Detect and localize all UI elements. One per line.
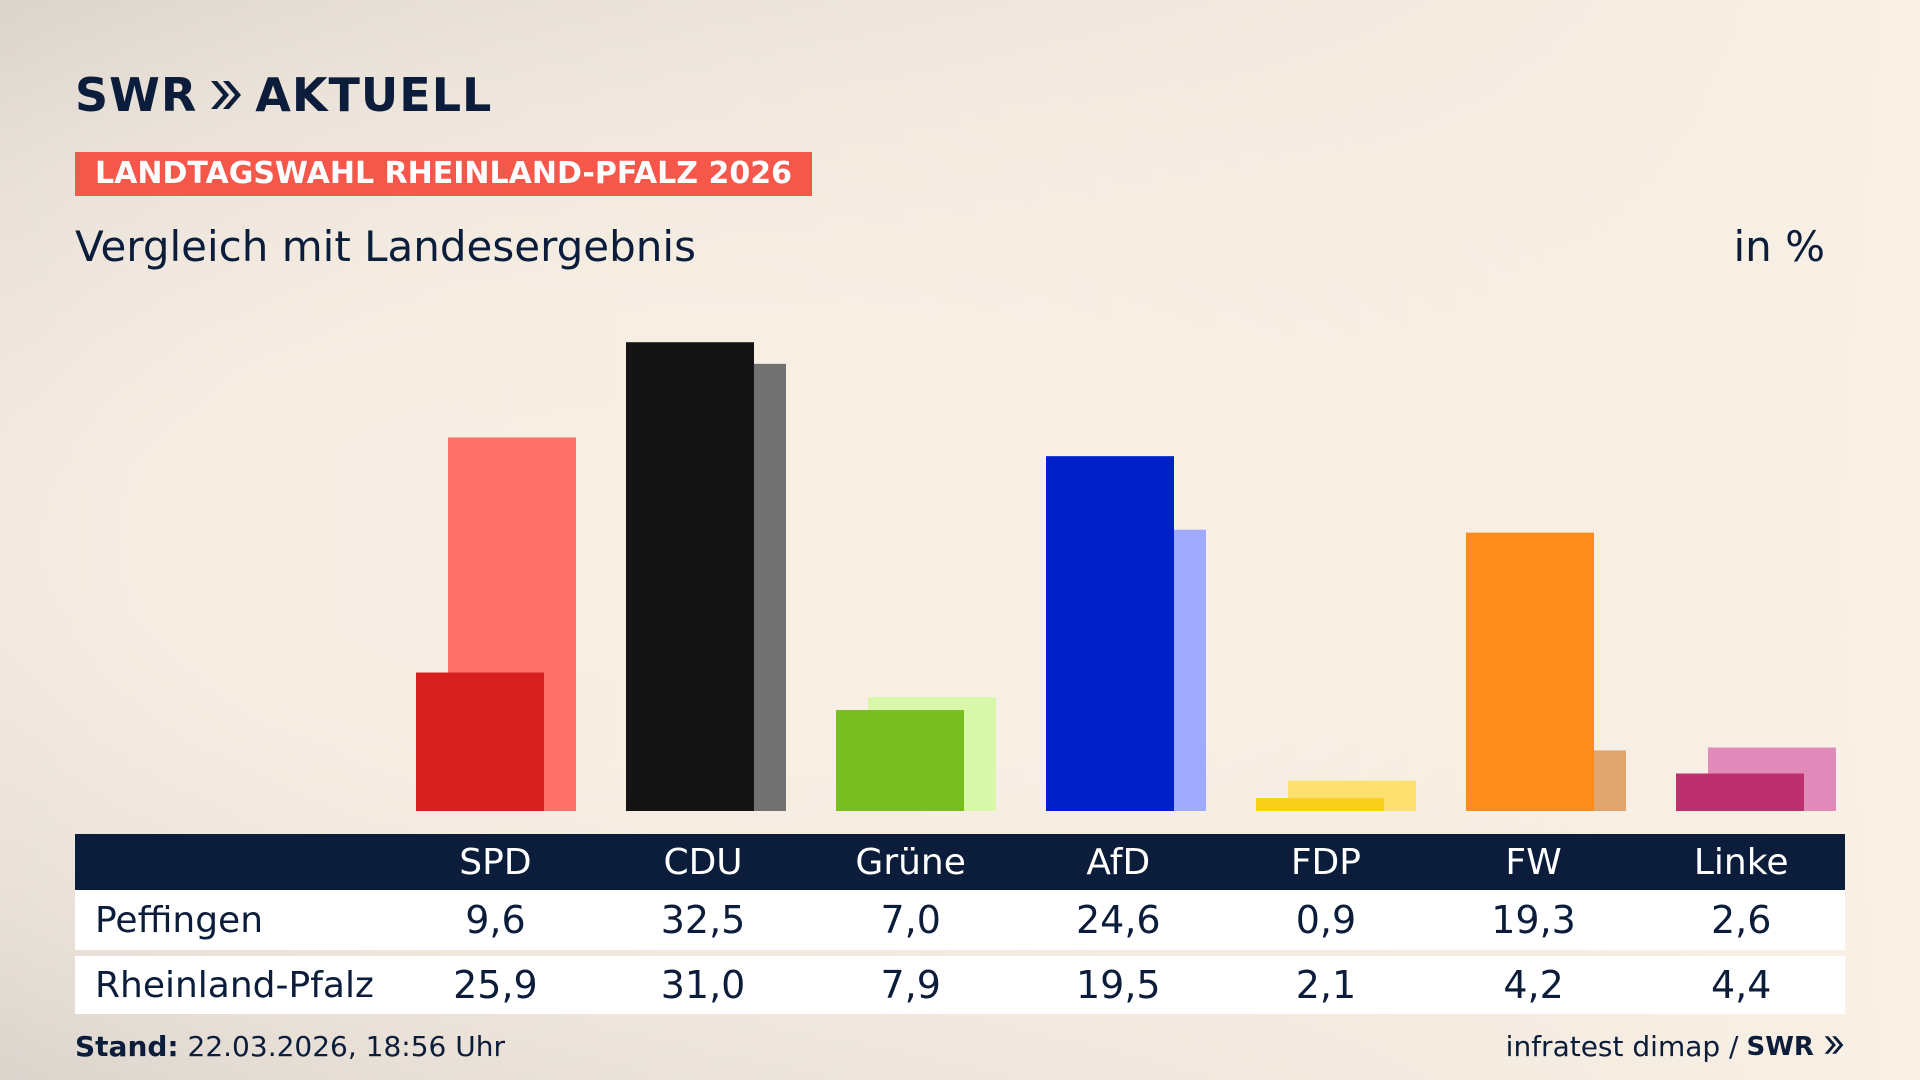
table-row: Rheinland-Pfalz 25,9 31,0 7,9 19,5 2,1 4… bbox=[75, 956, 1845, 1014]
double-chevron-icon bbox=[1824, 1035, 1844, 1054]
logo-suffix: AKTUELL bbox=[255, 68, 493, 122]
double-chevron-icon bbox=[209, 68, 243, 122]
header-cell: FW bbox=[1505, 841, 1562, 883]
table-cell: 7,0 bbox=[880, 898, 941, 942]
swr-aktuell-logo: SWR AKTUELL bbox=[75, 68, 492, 122]
row-label: Rheinland-Pfalz bbox=[95, 964, 374, 1006]
table-cell: 25,9 bbox=[453, 963, 538, 1007]
table-cell: 9,6 bbox=[465, 898, 526, 942]
table-cell: 32,5 bbox=[660, 898, 746, 942]
table-cell: 31,0 bbox=[660, 963, 746, 1007]
timestamp-footer: Stand: 22.03.2026, 18:56 Uhr bbox=[75, 1030, 505, 1063]
table-cell: 24,6 bbox=[1075, 898, 1161, 942]
swr-mini-logo: SWR bbox=[1747, 1032, 1846, 1062]
table-cell: 19,3 bbox=[1491, 898, 1576, 942]
mini-logo-text: SWR bbox=[1746, 1031, 1814, 1062]
header-cell: FDP bbox=[1290, 841, 1361, 883]
stand-label: Stand: bbox=[75, 1030, 179, 1063]
table-cell: 4,4 bbox=[1710, 963, 1772, 1007]
chart-subtitle: Vergleich mit Landesergebnis bbox=[75, 222, 696, 271]
table-cell: 7,9 bbox=[880, 963, 941, 1007]
table-cell: 2,6 bbox=[1710, 898, 1772, 942]
row-label: Peffingen bbox=[95, 899, 264, 941]
table-cell: 0,9 bbox=[1295, 898, 1357, 942]
header-cell: AfD bbox=[1086, 841, 1151, 883]
source-text: infratest dimap / bbox=[1505, 1030, 1739, 1063]
unit-label: in % bbox=[1733, 222, 1825, 271]
table-cell: 4,2 bbox=[1503, 963, 1564, 1007]
header-cell: SPD bbox=[459, 841, 532, 883]
stand-value: 22.03.2026, 18:56 Uhr bbox=[187, 1030, 505, 1063]
header-cell: Grüne bbox=[855, 841, 966, 883]
source-footer: infratest dimap / SWR bbox=[1506, 1030, 1845, 1063]
header-cell: Linke bbox=[1693, 841, 1789, 883]
logo-text: SWR bbox=[75, 68, 198, 122]
table-cell: 2,1 bbox=[1295, 963, 1357, 1007]
table-row: Peffingen 9,6 32,5 7,0 24,6 0,9 19,3 2,6 bbox=[75, 890, 1845, 950]
table-cell: 19,5 bbox=[1075, 963, 1161, 1007]
results-table: SPD CDU Grüne AfD FDP FW Linke Peffingen… bbox=[75, 834, 1845, 1014]
election-tag: LANDTAGSWAHL RHEINLAND-PFALZ 2026 bbox=[75, 152, 812, 196]
table-header-row: SPD CDU Grüne AfD FDP FW Linke bbox=[75, 834, 1845, 890]
header-cell: CDU bbox=[663, 841, 743, 883]
